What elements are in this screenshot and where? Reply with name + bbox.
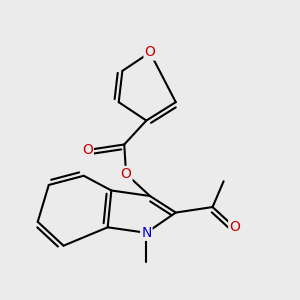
Text: O: O bbox=[82, 143, 93, 157]
Text: N: N bbox=[141, 226, 152, 240]
Text: O: O bbox=[145, 46, 155, 59]
Text: O: O bbox=[229, 220, 240, 234]
Text: O: O bbox=[121, 167, 131, 181]
